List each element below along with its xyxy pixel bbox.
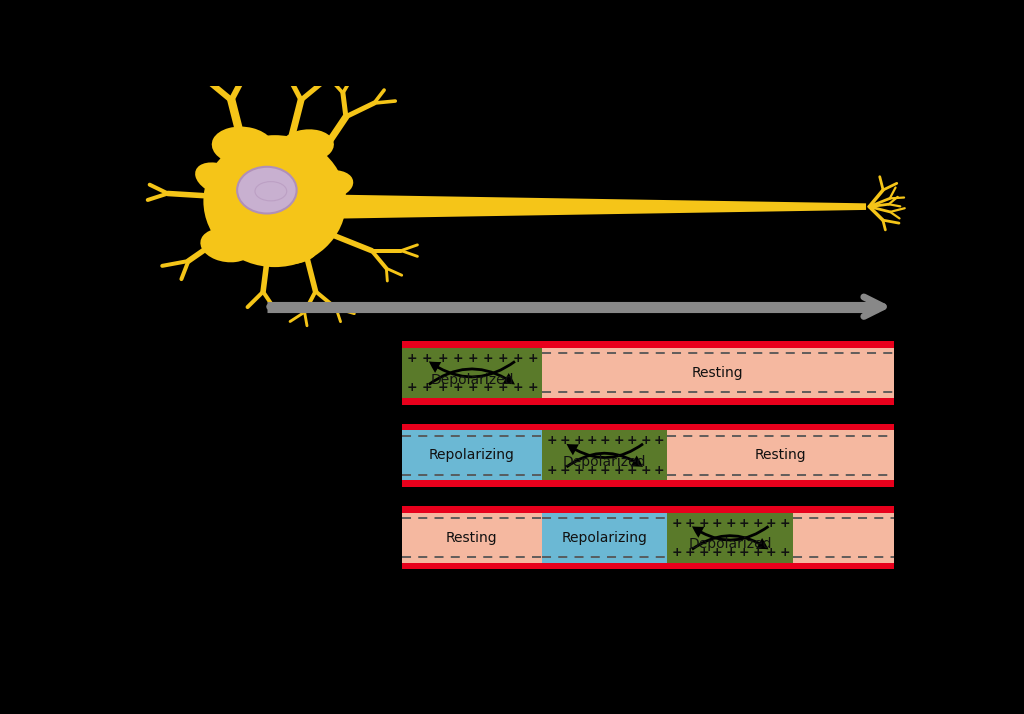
- Ellipse shape: [212, 126, 274, 166]
- Text: +: +: [672, 546, 682, 559]
- Text: +: +: [641, 463, 651, 476]
- Text: +: +: [739, 517, 750, 530]
- Text: +: +: [766, 546, 776, 559]
- Text: +: +: [573, 434, 584, 447]
- Text: +: +: [627, 463, 638, 476]
- Text: +: +: [753, 517, 763, 530]
- Text: +: +: [546, 434, 557, 447]
- Bar: [668, 431, 894, 481]
- Text: +: +: [482, 381, 493, 394]
- Bar: [401, 431, 542, 481]
- Text: +: +: [437, 381, 447, 394]
- Bar: [401, 506, 894, 570]
- Text: Repolarizing: Repolarizing: [429, 448, 515, 463]
- Ellipse shape: [204, 135, 346, 267]
- Ellipse shape: [196, 162, 244, 196]
- FancyArrowPatch shape: [691, 534, 769, 550]
- Polygon shape: [331, 194, 866, 218]
- Text: +: +: [407, 381, 418, 394]
- FancyArrowPatch shape: [566, 443, 644, 459]
- Text: +: +: [513, 352, 523, 365]
- Text: +: +: [407, 352, 418, 365]
- Text: +: +: [600, 463, 610, 476]
- Text: +: +: [685, 546, 695, 559]
- Text: +: +: [685, 517, 695, 530]
- Ellipse shape: [263, 236, 318, 265]
- Text: +: +: [613, 434, 625, 447]
- Ellipse shape: [307, 170, 353, 199]
- Text: +: +: [698, 546, 710, 559]
- Text: +: +: [527, 381, 539, 394]
- Ellipse shape: [280, 129, 334, 163]
- Text: +: +: [712, 517, 723, 530]
- Text: +: +: [467, 381, 478, 394]
- Text: +: +: [437, 352, 447, 365]
- Text: +: +: [560, 434, 570, 447]
- Bar: [401, 341, 894, 405]
- Ellipse shape: [310, 194, 358, 219]
- Bar: [793, 513, 894, 563]
- Text: +: +: [513, 381, 523, 394]
- Bar: [542, 431, 668, 481]
- Text: +: +: [422, 381, 433, 394]
- Text: +: +: [641, 434, 651, 447]
- Text: +: +: [546, 463, 557, 476]
- Text: +: +: [482, 352, 493, 365]
- Bar: [401, 424, 894, 487]
- Bar: [401, 348, 542, 398]
- Text: +: +: [726, 517, 736, 530]
- Text: +: +: [613, 463, 625, 476]
- Text: +: +: [560, 463, 570, 476]
- Text: Repolarizing: Repolarizing: [562, 531, 648, 545]
- Text: +: +: [467, 352, 478, 365]
- Text: +: +: [672, 517, 682, 530]
- Text: +: +: [527, 352, 539, 365]
- Text: Resting: Resting: [755, 448, 807, 463]
- Text: +: +: [627, 434, 638, 447]
- FancyArrowPatch shape: [565, 452, 643, 468]
- FancyArrowPatch shape: [428, 368, 515, 386]
- Bar: [542, 513, 668, 563]
- Ellipse shape: [238, 167, 297, 213]
- Text: Depolarized: Depolarized: [430, 373, 514, 386]
- Text: +: +: [698, 517, 710, 530]
- Bar: [668, 513, 793, 563]
- Text: Depolarized: Depolarized: [688, 538, 772, 551]
- Text: +: +: [453, 381, 463, 394]
- Text: +: +: [654, 434, 665, 447]
- Text: +: +: [422, 352, 433, 365]
- Text: Depolarized: Depolarized: [563, 455, 646, 469]
- Text: +: +: [498, 352, 508, 365]
- Text: +: +: [498, 381, 508, 394]
- Text: +: +: [587, 434, 597, 447]
- Text: Resting: Resting: [692, 366, 743, 380]
- Text: +: +: [573, 463, 584, 476]
- Text: +: +: [712, 546, 723, 559]
- Text: +: +: [779, 546, 791, 559]
- Text: +: +: [587, 463, 597, 476]
- Text: +: +: [654, 463, 665, 476]
- Bar: [401, 513, 542, 563]
- Ellipse shape: [201, 228, 254, 262]
- Text: +: +: [726, 546, 736, 559]
- FancyArrowPatch shape: [692, 526, 769, 541]
- Bar: [542, 348, 894, 398]
- Text: +: +: [739, 546, 750, 559]
- Text: +: +: [453, 352, 463, 365]
- FancyArrowPatch shape: [429, 361, 516, 378]
- Text: +: +: [766, 517, 776, 530]
- Text: Resting: Resting: [446, 531, 498, 545]
- Text: +: +: [753, 546, 763, 559]
- Text: +: +: [779, 517, 791, 530]
- Text: +: +: [600, 434, 610, 447]
